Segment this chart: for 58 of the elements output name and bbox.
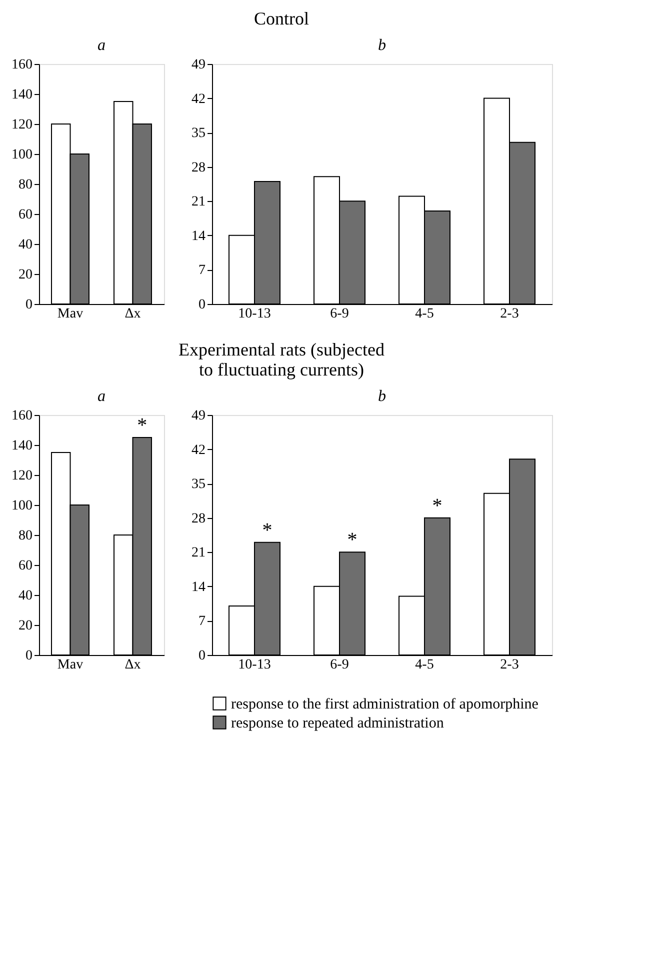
y-tick-label: 0 [26,648,32,664]
x-tick-label: Mav [57,306,84,322]
y-tick-label: 14 [192,580,206,595]
text: Experimental rats (subjected to fluctuating currents) [178,340,384,380]
x-tick-label: Mav [57,658,84,672]
annotation: * [262,519,272,542]
x-tick-label: 2-3 [500,306,519,322]
x-tick-label: 4-5 [415,658,434,672]
y-tick-label: 49 [192,58,206,72]
y-tick-label: 20 [18,268,32,282]
x-tick-label: 2-3 [500,658,519,672]
annotation: * [347,529,358,552]
y-tick-label: 160 [12,408,32,424]
y-tick-label: 0 [26,298,32,312]
y-tick-label: 40 [18,588,32,604]
y-tick-label: 140 [12,438,32,454]
y-tick-label: 0 [198,298,206,312]
y-tick-label: 140 [12,88,32,102]
y-tick-label: 42 [192,92,206,107]
y-tick-label: 42 [192,442,206,458]
chart-title: a [98,37,106,54]
y-tick-label: 120 [12,468,32,484]
y-tick-label: 40 [18,238,32,252]
y-tick-label: 7 [198,263,206,278]
text: Control [254,8,310,28]
y-tick-label: 80 [18,528,32,544]
y-tick-label: 21 [192,546,206,561]
chart-title: b [378,388,386,405]
x-tick-label: Δx [124,658,141,672]
annotation: * [432,494,442,517]
legend-label: response to repeated administration [231,716,444,732]
x-tick-label: 10-13 [238,306,271,322]
chart-title: b [378,37,386,54]
y-tick-label: 20 [18,618,32,634]
y-tick-label: 14 [192,228,206,244]
legend-label: response to the first administration of apomorphine [231,696,539,712]
x-tick-label: 6-9 [330,306,349,322]
chart-title: a [98,388,106,405]
y-tick-label: 49 [192,408,206,424]
x-tick-label: 6-9 [330,658,349,672]
y-tick-label: 28 [192,160,206,176]
y-tick-label: 35 [192,126,206,142]
y-tick-label: 100 [12,498,32,514]
y-tick-label: 28 [192,511,206,526]
y-tick-label: 100 [12,148,32,162]
y-tick-label: 35 [192,477,206,492]
annotation: * [137,414,148,436]
y-tick-label: 60 [18,558,32,574]
y-tick-label: 60 [18,208,32,222]
y-tick-label: 7 [198,614,206,630]
y-tick-label: 21 [192,194,206,210]
y-tick-label: 120 [12,118,32,132]
x-tick-label: 4-5 [415,306,434,322]
y-tick-label: 160 [12,58,32,72]
y-tick-label: 0 [198,648,206,664]
x-tick-label: Δx [124,306,141,322]
y-tick-label: 80 [18,178,32,192]
x-tick-label: 10-13 [238,658,271,672]
